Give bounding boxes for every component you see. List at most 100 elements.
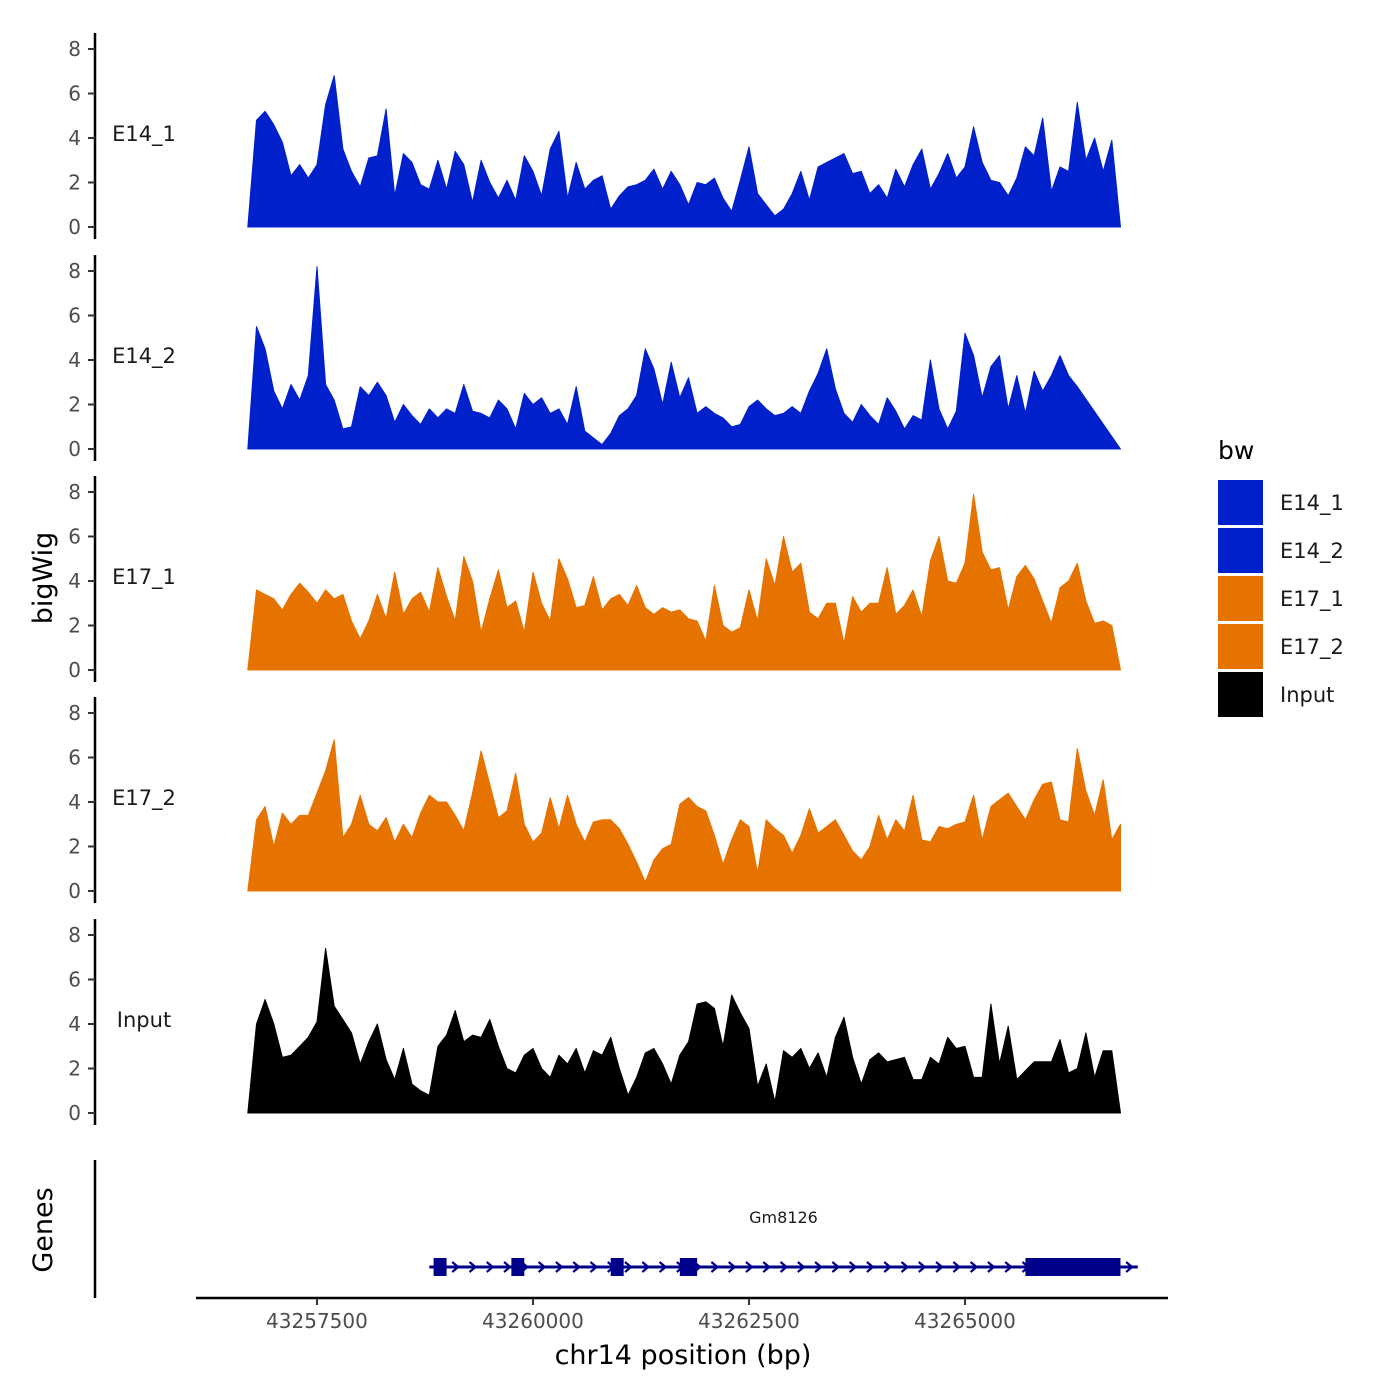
legend-swatch <box>1218 672 1263 717</box>
strand-arrow <box>572 1261 581 1273</box>
legend-label: E17_1 <box>1280 587 1344 612</box>
y-axis-title: bigWig <box>28 532 59 625</box>
strand-arrow <box>935 1261 944 1273</box>
y-tick-label: 2 <box>68 393 81 417</box>
strand-arrow <box>900 1261 910 1273</box>
y-tick-label: 8 <box>68 480 81 504</box>
x-tick-label: 43262500 <box>698 1309 800 1333</box>
strand-arrow <box>589 1261 599 1273</box>
strand-arrow <box>641 1261 650 1273</box>
signal-area-e17-1 <box>247 493 1121 671</box>
strand-arrow <box>831 1261 841 1273</box>
y-tick-label: 2 <box>68 835 81 859</box>
strand-arrow <box>969 1261 979 1273</box>
signal-area-e14-2 <box>247 266 1121 450</box>
y-tick-label: 4 <box>68 348 81 372</box>
legend-item-e17-2: E17_2 <box>1218 624 1344 669</box>
genes-track-title: Genes <box>28 1187 59 1272</box>
strand-arrow <box>866 1261 875 1273</box>
strand-arrow <box>727 1261 737 1273</box>
strand-arrow <box>503 1261 512 1273</box>
track-label: E17_2 <box>112 786 176 811</box>
track-e14-1: 0 2 4 6 8 E14_1 <box>68 33 1121 239</box>
legend-swatch <box>1218 528 1263 573</box>
strand-arrow <box>952 1261 962 1273</box>
strand-arrow <box>537 1261 547 1273</box>
strand-arrow <box>918 1261 927 1273</box>
strand-arrow <box>1004 1261 1013 1273</box>
strand-arrow <box>745 1261 754 1273</box>
x-axis-title: chr14 position (bp) <box>555 1340 812 1371</box>
track-e17-2: 0 2 4 6 8 E17_2 <box>68 697 1121 903</box>
track-label: Input <box>117 1008 171 1032</box>
strand-arrow <box>779 1261 789 1273</box>
strand-arrow <box>624 1261 633 1273</box>
strand-arrow <box>658 1261 668 1273</box>
legend-label: E17_2 <box>1280 635 1344 660</box>
strand-arrow <box>468 1261 478 1273</box>
strand-arrow <box>486 1261 495 1273</box>
gene-exon <box>511 1258 525 1276</box>
y-tick-label: 8 <box>68 259 81 283</box>
strand-arrow <box>848 1261 858 1273</box>
gene-track: Gm8126 <box>93 1160 1138 1298</box>
gene-exon <box>610 1258 624 1276</box>
track-label: E14_2 <box>112 344 176 369</box>
strand-arrow <box>451 1261 460 1273</box>
strand-arrow <box>814 1261 823 1273</box>
gene-label: Gm8126 <box>749 1208 818 1227</box>
y-tick-label: 4 <box>68 126 81 150</box>
x-tick-label: 43257500 <box>266 1309 368 1333</box>
y-tick-label: 8 <box>68 701 81 725</box>
y-tick-label: 0 <box>68 658 81 682</box>
y-tick-label: 2 <box>68 1057 81 1081</box>
y-tick-label: 8 <box>68 37 81 61</box>
y-tick-label: 6 <box>68 525 81 549</box>
strand-arrow <box>987 1261 996 1273</box>
strand-arrow <box>1125 1261 1134 1273</box>
y-tick-label: 0 <box>68 1101 81 1125</box>
track-e17-1: 0 2 4 6 8 E17_1 <box>68 476 1121 682</box>
gene-exon <box>679 1258 698 1276</box>
legend-swatch <box>1218 480 1263 525</box>
legend-label: E14_2 <box>1280 539 1344 564</box>
x-tick-label: 43265000 <box>914 1309 1016 1333</box>
y-tick-label: 0 <box>68 215 81 239</box>
legend-item-e14-2: E14_2 <box>1218 528 1344 573</box>
signal-area-input <box>247 947 1121 1114</box>
x-axis: 43257500 43260000 43262500 43265000 <box>196 1296 1168 1333</box>
track-input: 0 2 4 6 8 Input <box>68 919 1121 1125</box>
strand-arrow <box>555 1261 564 1273</box>
y-tick-label: 4 <box>68 1012 81 1036</box>
track-label: E17_1 <box>112 565 176 590</box>
y-tick-label: 8 <box>68 923 81 947</box>
strand-arrow <box>762 1261 771 1273</box>
y-tick-label: 6 <box>68 968 81 992</box>
legend-label: Input <box>1280 683 1334 707</box>
y-tick-label: 4 <box>68 569 81 593</box>
legend-label: E14_1 <box>1280 491 1344 516</box>
y-tick-label: 0 <box>68 437 81 461</box>
y-tick-label: 4 <box>68 790 81 814</box>
legend: bw E14_1 E14_2 E17_1 E17_2 Input <box>1218 436 1344 717</box>
signal-tracks: 0 2 4 6 8 E14_1 0 2 4 6 8 E14_2 0 2 4 6 8 E17_1 0 2 4 6 8 E17_2… <box>68 33 1121 1125</box>
legend-item-input: Input <box>1218 672 1334 717</box>
y-tick-label: 2 <box>68 171 81 195</box>
track-e14-2: 0 2 4 6 8 E14_2 <box>68 255 1121 461</box>
gene-exon <box>433 1258 447 1276</box>
legend-item-e17-1: E17_1 <box>1218 576 1344 621</box>
legend-swatch <box>1218 624 1263 669</box>
y-tick-label: 2 <box>68 614 81 638</box>
gene-gm8126: Gm8126 <box>429 1208 1138 1276</box>
x-tick-label: 43260000 <box>482 1309 584 1333</box>
y-tick-label: 6 <box>68 304 81 328</box>
signal-area-e17-2 <box>247 739 1121 892</box>
strand-arrow <box>797 1261 806 1273</box>
y-tick-label: 6 <box>68 746 81 770</box>
track-label: E14_1 <box>112 122 176 147</box>
gene-exon <box>1025 1258 1121 1276</box>
signal-area-e14-1 <box>247 75 1121 228</box>
y-tick-label: 0 <box>68 879 81 903</box>
strand-arrow <box>883 1261 892 1273</box>
